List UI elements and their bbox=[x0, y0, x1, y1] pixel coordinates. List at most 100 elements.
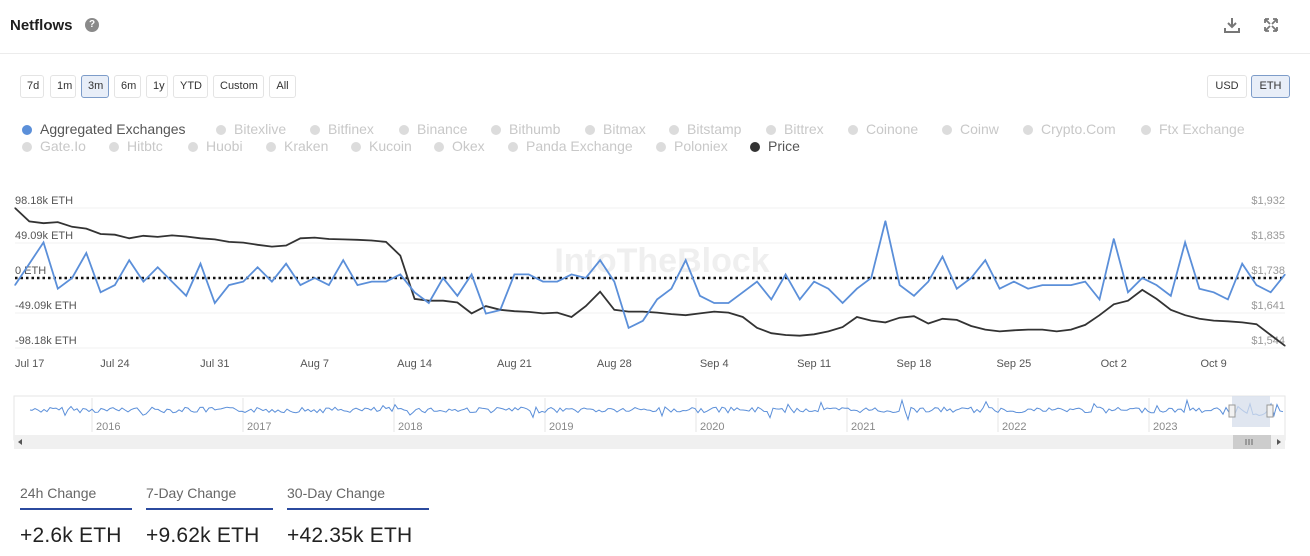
price-point bbox=[656, 312, 658, 314]
range-button-custom[interactable]: Custom bbox=[213, 75, 264, 98]
legend-item[interactable]: Gate.Io bbox=[22, 138, 86, 154]
x-tick-label: Jul 24 bbox=[100, 358, 129, 370]
price-point bbox=[685, 314, 687, 316]
range-button-7d[interactable]: 7d bbox=[20, 75, 44, 98]
legend-item[interactable]: Bittrex bbox=[766, 121, 824, 137]
legend-item[interactable]: Aggregated Exchanges bbox=[22, 121, 186, 137]
right-axis: $1,932 $1,835 $1,738 $1,641 $1,544 bbox=[1251, 195, 1285, 347]
netflow-point bbox=[599, 259, 601, 261]
legend-dot bbox=[434, 142, 444, 152]
netflow-point bbox=[727, 302, 730, 304]
netflow-point bbox=[742, 291, 744, 293]
legend-item[interactable]: Price bbox=[750, 138, 800, 154]
price-point bbox=[1098, 314, 1101, 316]
legend-item[interactable]: Bitstamp bbox=[669, 121, 741, 137]
price-point bbox=[71, 226, 73, 228]
legend-item[interactable]: Coinone bbox=[848, 121, 918, 137]
price-point bbox=[57, 221, 59, 223]
left-tick-label: -49.09k ETH bbox=[15, 300, 77, 312]
question-circle-icon[interactable]: ? bbox=[85, 18, 99, 32]
scrollbar-track[interactable] bbox=[14, 435, 1285, 449]
legend-item[interactable]: Bitfinex bbox=[310, 121, 374, 137]
legend-dot bbox=[216, 125, 226, 135]
navigator-left-handle[interactable] bbox=[1228, 404, 1236, 418]
netflow-point bbox=[627, 327, 630, 329]
legend-item[interactable]: Poloniex bbox=[656, 138, 728, 154]
navigator-selection[interactable] bbox=[1232, 396, 1270, 427]
netflow-point bbox=[813, 280, 815, 283]
legend-item[interactable]: Kraken bbox=[266, 138, 328, 154]
unit-button-usd[interactable]: USD bbox=[1207, 75, 1247, 98]
unit-button-eth[interactable]: ETH bbox=[1251, 75, 1290, 98]
legend-label: Coinone bbox=[866, 121, 919, 137]
price-point bbox=[941, 318, 944, 320]
price-point bbox=[956, 319, 958, 321]
range-button-all[interactable]: All bbox=[269, 75, 296, 98]
legend-dot bbox=[508, 142, 518, 152]
price-point bbox=[699, 312, 701, 314]
legend-item[interactable]: Bithumb bbox=[491, 121, 560, 137]
price-point bbox=[599, 291, 601, 293]
stat-label: 7-Day Change bbox=[146, 480, 273, 510]
left-tick-label: 98.18k ETH bbox=[15, 195, 73, 207]
netflow-point bbox=[1198, 288, 1200, 290]
fullscreen-icon[interactable] bbox=[1262, 16, 1280, 34]
navigator-years: 2016 2017 2018 2019 2020 2021 2022 2023 bbox=[91, 398, 1177, 433]
netflow-point bbox=[385, 280, 387, 283]
price-point bbox=[256, 244, 259, 246]
legend-item[interactable]: Kucoin bbox=[351, 138, 412, 154]
legend-label: Ftx Exchange bbox=[1159, 121, 1245, 137]
range-navigator[interactable]: 2016 2017 2018 2019 2020 2021 2022 2023 bbox=[0, 392, 1310, 452]
legend-item[interactable]: Ftx Exchange bbox=[1141, 121, 1245, 137]
price-point bbox=[827, 330, 829, 333]
legend-item[interactable]: Okex bbox=[434, 138, 485, 154]
legend-item[interactable]: Bitexlive bbox=[216, 121, 286, 137]
range-button-6m[interactable]: 6m bbox=[114, 75, 141, 98]
price-point bbox=[727, 312, 730, 314]
legend-item[interactable]: Bitmax bbox=[585, 121, 646, 137]
netflow-point bbox=[799, 298, 801, 300]
legend-item[interactable]: Crypto.Com bbox=[1023, 121, 1116, 137]
legend-item[interactable]: Binance bbox=[399, 121, 468, 137]
price-point bbox=[28, 220, 30, 222]
price-point bbox=[385, 241, 387, 243]
legend-dot bbox=[942, 125, 952, 135]
netflow-point bbox=[456, 295, 458, 297]
range-button-3m[interactable]: 3m bbox=[81, 75, 109, 98]
price-point bbox=[984, 328, 986, 331]
netflow-point bbox=[1013, 280, 1015, 283]
price-point bbox=[913, 315, 915, 317]
scroll-right-arrow-icon[interactable] bbox=[1277, 439, 1281, 445]
price-point bbox=[314, 236, 316, 239]
netflow-point bbox=[784, 273, 787, 276]
netflow-point bbox=[356, 284, 359, 286]
range-button-1m[interactable]: 1m bbox=[50, 75, 76, 98]
price-point bbox=[627, 310, 630, 313]
price-point bbox=[171, 234, 173, 237]
netflow-point bbox=[85, 252, 87, 254]
price-point bbox=[813, 333, 815, 335]
netflow-point bbox=[399, 273, 401, 276]
scroll-left-arrow-icon[interactable] bbox=[18, 439, 22, 445]
navigator-year-label: 2016 bbox=[96, 421, 120, 433]
legend-item[interactable]: Huobi bbox=[188, 138, 243, 154]
legend-item[interactable]: Panda Exchange bbox=[508, 138, 633, 154]
range-button-1y[interactable]: 1y bbox=[146, 75, 168, 98]
range-button-ytd[interactable]: YTD bbox=[173, 75, 208, 98]
netflow-point bbox=[100, 291, 102, 293]
price-point bbox=[1170, 309, 1172, 311]
legend-item[interactable]: Coinw bbox=[942, 121, 999, 137]
legend-item[interactable]: Hitbtc bbox=[109, 138, 163, 154]
netflow-point bbox=[114, 284, 116, 286]
netflow-point bbox=[328, 284, 330, 286]
navigator-year-label: 2018 bbox=[398, 421, 422, 433]
netflow-point bbox=[413, 291, 416, 293]
download-icon[interactable] bbox=[1223, 16, 1241, 34]
netflow-point bbox=[585, 277, 587, 279]
navigator-right-handle[interactable] bbox=[1266, 404, 1274, 418]
price-point bbox=[100, 233, 102, 235]
price-point bbox=[742, 316, 744, 318]
netflow-point bbox=[1213, 291, 1215, 293]
left-tick-label: 49.09k ETH bbox=[15, 230, 73, 242]
netflow-point bbox=[314, 277, 316, 279]
